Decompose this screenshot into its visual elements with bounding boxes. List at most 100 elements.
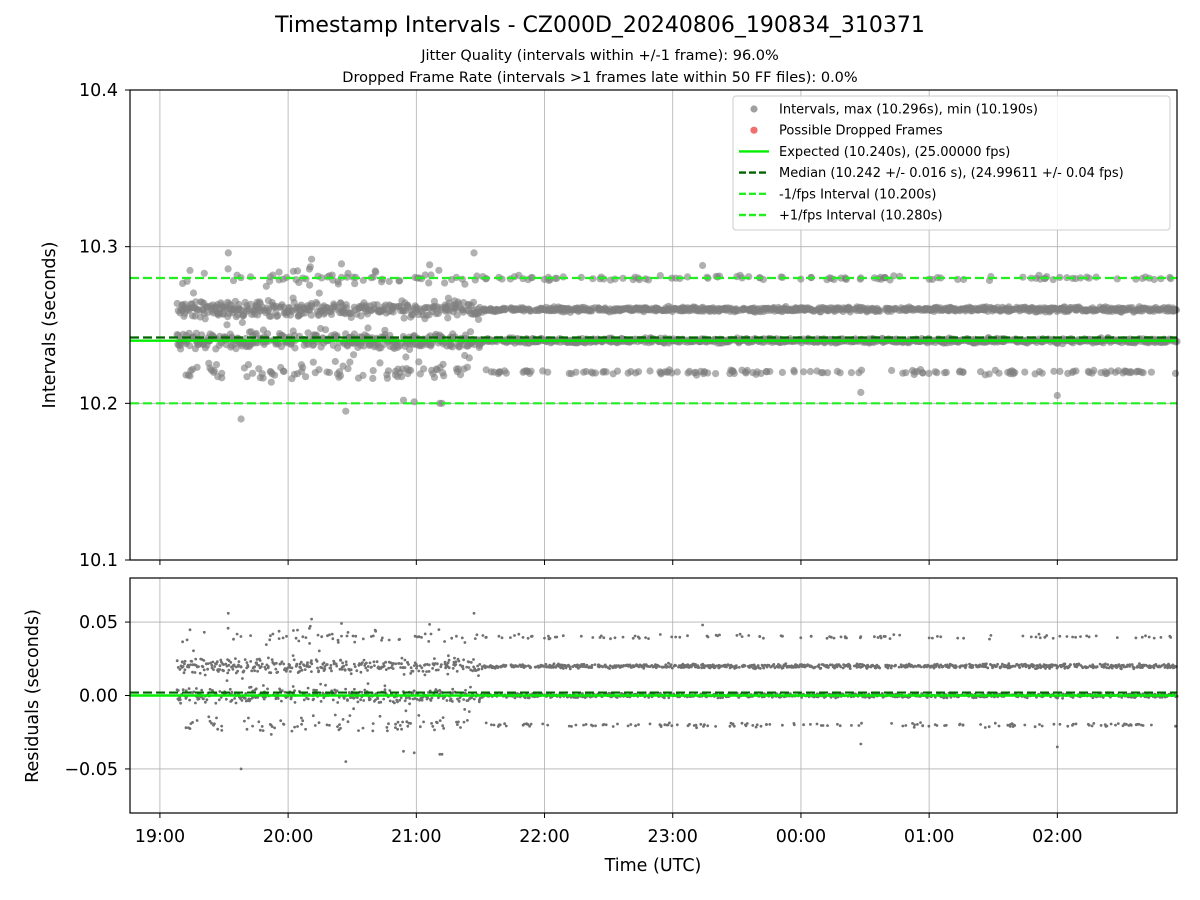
interval-point: [346, 358, 354, 366]
residual-point: [296, 628, 299, 632]
residual-point: [697, 666, 701, 669]
top-panel-points: [173, 249, 1181, 423]
residual-point: [378, 714, 382, 718]
residual-point: [189, 663, 193, 667]
residual-point: [228, 687, 232, 691]
interval-point: [224, 249, 232, 257]
residual-point: [239, 665, 243, 669]
residual-point: [477, 667, 481, 671]
interval-point: [1011, 369, 1019, 377]
residual-point: [913, 723, 916, 727]
residual-point: [218, 668, 222, 671]
residual-point: [935, 724, 939, 727]
residual-point: [496, 666, 500, 669]
residual-point: [427, 663, 431, 667]
residual-point: [376, 697, 380, 700]
residual-point: [971, 664, 975, 667]
residual-point: [599, 634, 603, 638]
residual-point: [548, 637, 552, 640]
residual-point: [411, 669, 415, 673]
residual-point: [207, 715, 211, 719]
residual-point: [387, 638, 391, 642]
residual-point: [781, 634, 784, 638]
residual-point: [621, 635, 625, 639]
residual-point: [243, 696, 247, 700]
residual-point: [860, 721, 863, 725]
residual-point: [964, 663, 968, 667]
interval-point: [252, 329, 260, 338]
residual-point: [463, 708, 467, 711]
interval-point: [1132, 275, 1140, 283]
interval-point: [613, 367, 622, 375]
interval-point: [1021, 368, 1029, 376]
interval-point: [193, 363, 201, 371]
residual-point: [349, 672, 353, 676]
residual-point: [201, 665, 205, 669]
residual-point: [440, 663, 443, 666]
residual-point: [319, 682, 322, 686]
residual-point: [429, 632, 433, 636]
residual-point: [759, 724, 763, 728]
residual-point: [462, 658, 465, 662]
residual-point: [421, 669, 425, 673]
residual-point: [670, 635, 674, 639]
residual-point: [415, 664, 419, 668]
residual-point: [193, 671, 197, 674]
residual-point: [194, 701, 197, 705]
interval-point: [440, 372, 448, 380]
residual-point: [591, 636, 595, 639]
interval-point: [806, 367, 815, 376]
residual-point: [218, 664, 222, 668]
residual-point: [498, 723, 502, 727]
residual-point: [254, 687, 258, 691]
interval-point: [189, 289, 198, 297]
interval-point: [1050, 367, 1058, 375]
residual-point: [249, 660, 253, 663]
interval-point: [308, 303, 316, 311]
residual-point: [446, 661, 450, 665]
residual-point: [194, 657, 198, 661]
residual-point: [706, 724, 710, 728]
residual-point: [206, 662, 210, 665]
residual-point: [457, 700, 461, 703]
residual-point: [225, 679, 229, 682]
residual-point: [401, 720, 404, 724]
interval-point: [344, 269, 352, 277]
residual-point: [315, 659, 319, 663]
residual-point: [604, 723, 608, 727]
residual-point: [382, 664, 386, 668]
residual-point: [756, 664, 760, 667]
residual-point: [695, 726, 698, 730]
residual-point: [388, 699, 392, 703]
residual-point: [217, 698, 221, 702]
residual-point: [267, 656, 270, 660]
residual-point: [349, 668, 353, 672]
residual-point: [418, 725, 422, 729]
residual-point: [887, 664, 891, 667]
residual-point: [387, 722, 390, 726]
residual-point: [280, 660, 284, 664]
residual-point: [264, 667, 268, 671]
residual-point: [561, 634, 565, 638]
residual-point: [674, 635, 678, 639]
residual-point: [678, 635, 682, 639]
residual-point: [241, 677, 244, 680]
residual-point: [626, 724, 630, 728]
residual-point: [850, 724, 853, 727]
residual-point: [394, 662, 398, 666]
residual-point: [420, 636, 423, 639]
residual-point: [372, 660, 376, 664]
residual-point: [400, 727, 403, 731]
residual-point: [279, 719, 283, 723]
residual-point: [351, 634, 355, 638]
residual-point: [669, 663, 673, 667]
residual-point: [608, 667, 611, 670]
residual-point: [195, 719, 199, 722]
residual-point: [890, 664, 894, 668]
residual-point: [383, 688, 387, 692]
residual-point: [431, 667, 434, 670]
residual-point: [352, 707, 355, 711]
residual-point: [361, 726, 365, 730]
interval-point: [1056, 367, 1064, 375]
interval-point: [398, 373, 406, 381]
